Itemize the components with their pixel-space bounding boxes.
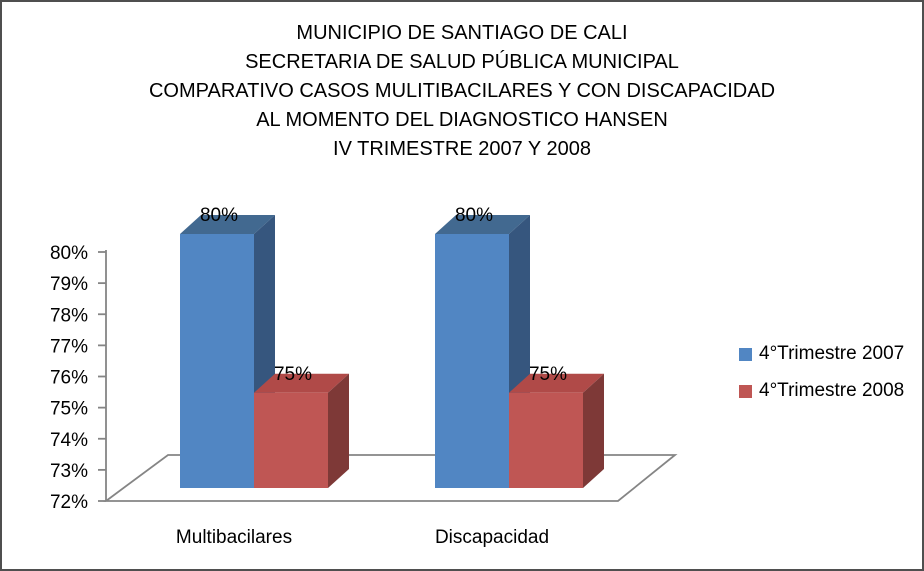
title-line-2: SECRETARIA DE SALUD PÚBLICA MUNICIPAL xyxy=(245,51,679,73)
chart-title: MUNICIPIO DE SANTIAGO DE CALI SECRETARIA… xyxy=(2,19,922,164)
title-line-4: AL MOMENTO DEL DIAGNOSTICO HANSEN xyxy=(256,109,668,131)
y-axis-tick-label: 80% xyxy=(50,243,88,264)
bar-top-multibacilares-4-trimestre-2007 xyxy=(180,215,275,234)
category-label-multibacilares: Multibacilares xyxy=(176,527,292,548)
data-label-multibacilares-4-trimestre-2008: 75% xyxy=(274,364,312,385)
legend-label-2008: 4°Trimestre 2008 xyxy=(759,380,905,401)
chart-legend: 4°Trimestre 2007 4°Trimestre 2008 xyxy=(739,343,904,417)
bar-side-discapacidad-4-trimestre-2008 xyxy=(583,373,604,488)
data-label-multibacilares-4-trimestre-2007: 80% xyxy=(200,205,238,226)
legend-swatch-2007-icon xyxy=(739,347,752,361)
y-axis-tick-label: 78% xyxy=(50,305,88,326)
legend-item-trimestre-2007: 4°Trimestre 2007 xyxy=(739,343,904,365)
title-line-3: COMPARATIVO CASOS MULITIBACILARES Y CON … xyxy=(148,80,776,102)
bar-top-discapacidad-4-trimestre-2007 xyxy=(435,215,530,234)
y-axis-tick-label: 74% xyxy=(50,430,88,451)
legend-label-2007: 4°Trimestre 2007 xyxy=(759,343,905,364)
bar-multibacilares-4-trimestre-2007 xyxy=(180,234,254,488)
bar-discapacidad-4-trimestre-2007 xyxy=(435,234,509,488)
legend-item-trimestre-2008: 4°Trimestre 2008 xyxy=(739,380,904,402)
y-axis-tick-label: 76% xyxy=(50,368,88,389)
y-axis-tick-label: 73% xyxy=(50,461,88,482)
bar-top-multibacilares-4-trimestre-2008 xyxy=(254,373,349,393)
y-axis-tick-label: 77% xyxy=(50,336,88,357)
data-label-discapacidad-4-trimestre-2007: 80% xyxy=(455,205,493,226)
bar-multibacilares-4-trimestre-2008 xyxy=(254,392,328,488)
y-axis-tick-label: 79% xyxy=(50,274,88,295)
bar-top-discapacidad-4-trimestre-2008 xyxy=(509,373,604,393)
category-label-discapacidad: Discapacidad xyxy=(435,527,549,548)
title-line-5: IV TRIMESTRE 2007 Y 2008 xyxy=(333,138,591,160)
data-label-discapacidad-4-trimestre-2008: 75% xyxy=(529,364,567,385)
bar-side-multibacilares-4-trimestre-2008 xyxy=(328,373,349,488)
y-axis-tick-label: 75% xyxy=(50,399,88,420)
title-line-1: MUNICIPIO DE SANTIAGO DE CALI xyxy=(296,22,628,44)
bar-discapacidad-4-trimestre-2008 xyxy=(509,392,583,488)
legend-swatch-2008-icon xyxy=(739,384,752,398)
y-axis-tick-label: 72% xyxy=(50,492,88,513)
